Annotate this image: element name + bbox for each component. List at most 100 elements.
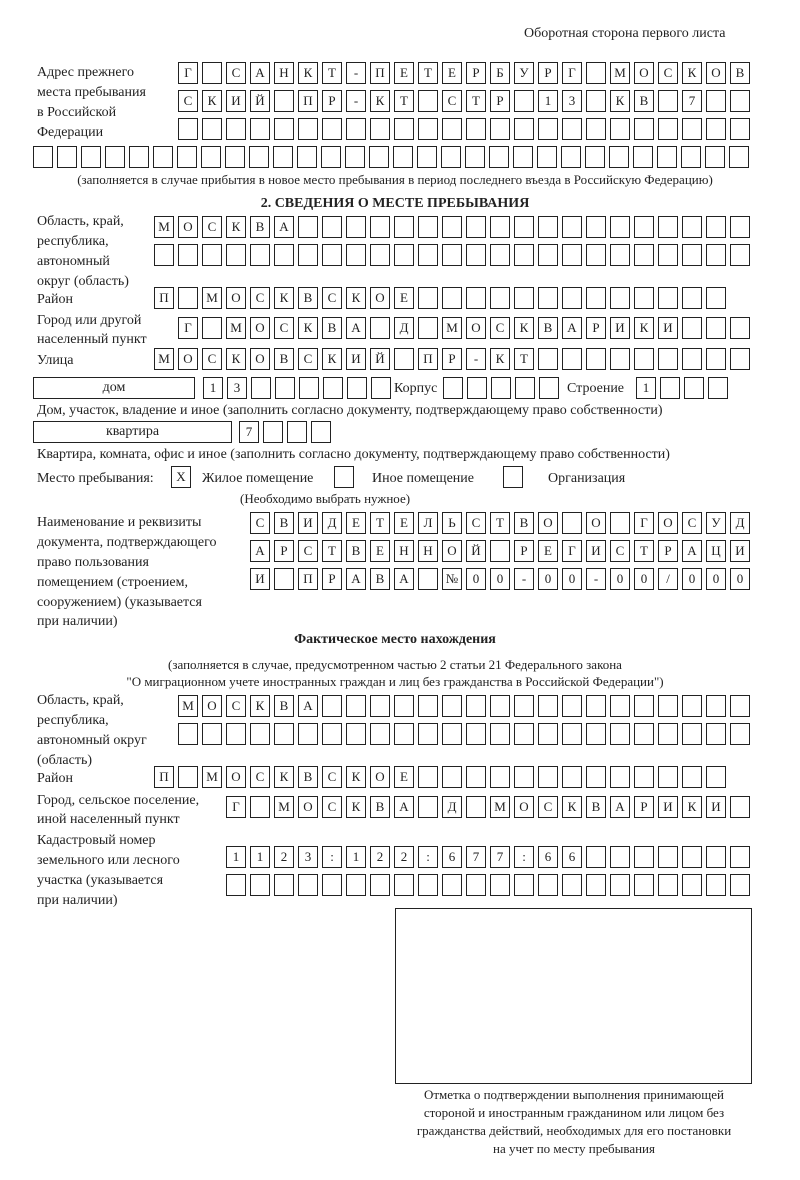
char-cell[interactable] xyxy=(442,874,462,896)
char-cell[interactable] xyxy=(730,874,750,896)
char-cell[interactable] xyxy=(609,146,629,168)
char-cell[interactable] xyxy=(633,146,653,168)
char-cell[interactable] xyxy=(682,317,702,339)
char-cell[interactable] xyxy=(562,766,582,788)
char-cell[interactable]: 1 xyxy=(346,846,366,868)
char-cell[interactable]: 7 xyxy=(682,90,702,112)
flat-type-box[interactable]: квартира xyxy=(33,421,232,443)
char-cell[interactable] xyxy=(610,512,630,534)
char-cell[interactable] xyxy=(610,695,630,717)
char-cell[interactable]: О xyxy=(178,348,198,370)
char-cell[interactable] xyxy=(706,244,726,266)
char-cell[interactable]: В xyxy=(298,766,318,788)
char-cell[interactable] xyxy=(730,118,750,140)
char-cell[interactable]: Г xyxy=(178,317,198,339)
char-cell[interactable] xyxy=(586,287,606,309)
char-cell[interactable] xyxy=(346,216,366,238)
char-cell[interactable] xyxy=(657,146,677,168)
char-cell[interactable]: С xyxy=(250,287,270,309)
char-cell[interactable] xyxy=(250,244,270,266)
char-cell[interactable] xyxy=(274,118,294,140)
char-cell[interactable]: Т xyxy=(514,348,534,370)
char-cell[interactable] xyxy=(346,723,366,745)
char-cell[interactable]: М xyxy=(202,287,222,309)
char-cell[interactable] xyxy=(153,146,173,168)
char-cell[interactable] xyxy=(489,146,509,168)
char-cell[interactable]: И xyxy=(706,796,726,818)
char-cell[interactable] xyxy=(730,723,750,745)
char-cell[interactable] xyxy=(371,377,391,399)
char-cell[interactable]: М xyxy=(274,796,294,818)
char-cell[interactable] xyxy=(394,723,414,745)
char-cell[interactable]: Е xyxy=(346,512,366,534)
char-cell[interactable]: - xyxy=(466,348,486,370)
char-cell[interactable]: Ц xyxy=(706,540,726,562)
char-cell[interactable]: 6 xyxy=(562,846,582,868)
char-cell[interactable] xyxy=(490,723,510,745)
char-cell[interactable]: В xyxy=(634,90,654,112)
char-cell[interactable] xyxy=(490,216,510,238)
char-cell[interactable] xyxy=(562,216,582,238)
char-cell[interactable] xyxy=(562,348,582,370)
char-cell[interactable] xyxy=(634,723,654,745)
char-cell[interactable] xyxy=(586,90,606,112)
char-cell[interactable]: О xyxy=(658,512,678,534)
char-cell[interactable]: П xyxy=(298,90,318,112)
char-cell[interactable]: Р xyxy=(538,62,558,84)
char-cell[interactable] xyxy=(466,695,486,717)
char-cell[interactable] xyxy=(562,118,582,140)
char-cell[interactable] xyxy=(57,146,77,168)
char-cell[interactable]: 0 xyxy=(706,568,726,590)
char-cell[interactable] xyxy=(154,244,174,266)
char-cell[interactable] xyxy=(178,287,198,309)
char-cell[interactable]: - xyxy=(514,568,534,590)
char-cell[interactable]: К xyxy=(322,348,342,370)
char-cell[interactable] xyxy=(250,874,270,896)
char-cell[interactable]: В xyxy=(250,216,270,238)
char-cell[interactable]: К xyxy=(682,796,702,818)
char-cell[interactable] xyxy=(658,287,678,309)
char-cell[interactable] xyxy=(178,723,198,745)
char-cell[interactable]: Б xyxy=(490,62,510,84)
char-cell[interactable] xyxy=(177,146,197,168)
char-cell[interactable] xyxy=(417,146,437,168)
char-cell[interactable] xyxy=(682,846,702,868)
char-cell[interactable] xyxy=(322,216,342,238)
char-cell[interactable] xyxy=(660,377,680,399)
char-cell[interactable] xyxy=(562,874,582,896)
char-cell[interactable]: 3 xyxy=(562,90,582,112)
char-cell[interactable] xyxy=(33,146,53,168)
char-cell[interactable] xyxy=(129,146,149,168)
char-cell[interactable] xyxy=(322,874,342,896)
char-cell[interactable] xyxy=(105,146,125,168)
char-cell[interactable]: Р xyxy=(322,90,342,112)
char-cell[interactable] xyxy=(682,766,702,788)
char-cell[interactable]: М xyxy=(226,317,246,339)
char-cell[interactable] xyxy=(297,146,317,168)
char-cell[interactable]: 0 xyxy=(490,568,510,590)
char-cell[interactable] xyxy=(490,540,510,562)
char-cell[interactable] xyxy=(298,723,318,745)
char-cell[interactable] xyxy=(393,146,413,168)
char-cell[interactable]: О xyxy=(538,512,558,534)
char-cell[interactable] xyxy=(538,216,558,238)
char-cell[interactable] xyxy=(443,377,463,399)
char-cell[interactable]: О xyxy=(466,317,486,339)
char-cell[interactable] xyxy=(729,146,749,168)
char-cell[interactable] xyxy=(706,723,726,745)
char-cell[interactable] xyxy=(418,90,438,112)
char-cell[interactable]: 6 xyxy=(442,846,462,868)
char-cell[interactable]: С xyxy=(658,62,678,84)
char-cell[interactable]: О xyxy=(178,216,198,238)
char-cell[interactable] xyxy=(442,118,462,140)
char-cell[interactable]: В xyxy=(298,287,318,309)
char-cell[interactable]: Д xyxy=(730,512,750,534)
char-cell[interactable] xyxy=(610,216,630,238)
char-cell[interactable] xyxy=(321,146,341,168)
char-cell[interactable] xyxy=(634,118,654,140)
char-cell[interactable]: В xyxy=(370,568,390,590)
char-cell[interactable]: Г xyxy=(562,62,582,84)
char-cell[interactable] xyxy=(466,216,486,238)
char-cell[interactable]: О xyxy=(514,796,534,818)
char-cell[interactable]: 2 xyxy=(274,846,294,868)
